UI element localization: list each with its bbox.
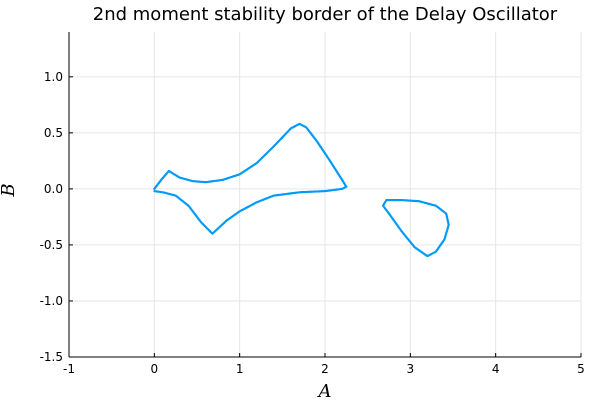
tick-labels: -1 0 1 2 3 4 5 -1.5 -1.0 -0.5 0.0 0.5 1.0 (40, 70, 585, 376)
data-point (417, 200, 420, 203)
data-point (305, 126, 308, 129)
data-point (153, 187, 156, 190)
data-point (413, 246, 416, 249)
y-tick-label: 0.5 (44, 126, 63, 140)
y-tick-label: 1.0 (44, 70, 63, 84)
data-series (153, 122, 450, 258)
data-point (289, 127, 292, 130)
y-tick-label: -1.0 (40, 294, 63, 308)
data-point (272, 194, 275, 197)
data-point (443, 238, 446, 241)
chart-title: 2nd moment stability border of the Delay… (93, 4, 558, 25)
data-point (447, 223, 450, 226)
data-point (160, 179, 163, 181)
data-point (328, 158, 331, 161)
data-point (238, 173, 241, 176)
data-point (272, 145, 275, 148)
data-point (426, 255, 429, 258)
data-point (200, 221, 203, 224)
data-point (388, 212, 390, 215)
data-point (298, 122, 301, 125)
x-tick-label: 5 (577, 362, 585, 376)
data-point (238, 210, 241, 213)
x-tick-label: 4 (492, 362, 500, 376)
data-point (191, 180, 194, 182)
data-point (435, 204, 437, 207)
data-point (298, 191, 301, 194)
data-point (255, 201, 258, 204)
y-tick-label: -0.5 (40, 238, 63, 252)
x-tick-label: 3 (407, 362, 415, 376)
x-tick-label: -1 (63, 362, 75, 376)
y-axis-label: B (0, 183, 19, 197)
data-point (341, 179, 343, 181)
data-point (174, 194, 177, 197)
data-point (204, 181, 207, 184)
data-point (225, 219, 228, 222)
x-tick-label: 1 (236, 362, 244, 376)
data-point (153, 190, 156, 193)
data-point (400, 230, 403, 233)
data-point (400, 199, 403, 202)
x-axis-label: A (317, 381, 332, 400)
series-curve-2 (381, 199, 450, 258)
data-point (445, 212, 448, 215)
y-tick-label: -1.5 (40, 350, 63, 364)
data-point (315, 139, 318, 142)
data-point (341, 187, 343, 190)
series-curve-1 (153, 122, 348, 235)
data-point (385, 199, 388, 202)
data-point (167, 170, 170, 172)
data-point (179, 176, 181, 179)
y-tick-label: 0.0 (44, 182, 63, 196)
data-point (324, 190, 326, 193)
data-point (435, 250, 437, 253)
grid (69, 32, 582, 357)
data-point (345, 185, 348, 188)
data-point (255, 162, 258, 165)
data-point (211, 232, 214, 235)
data-point (161, 191, 164, 194)
data-point (221, 179, 224, 181)
data-point (187, 204, 190, 207)
data-point (382, 204, 384, 207)
x-tick-label: 0 (151, 362, 159, 376)
x-tick-label: 2 (321, 362, 329, 376)
